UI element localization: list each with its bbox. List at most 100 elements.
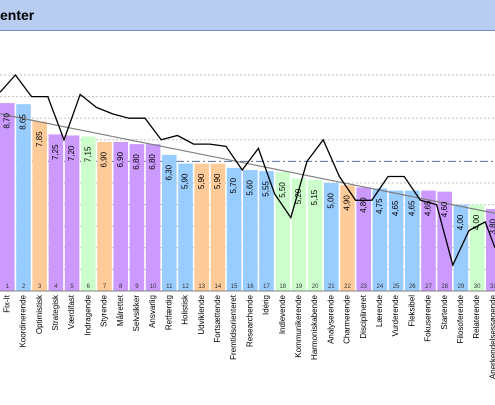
rank-label: 29 [458, 284, 465, 290]
bar [356, 187, 371, 291]
value-label: 7,25 [51, 144, 60, 160]
category-label: Filosoferende [456, 294, 465, 343]
value-label: 5,50 [278, 182, 287, 198]
value-label: 4,00 [472, 214, 481, 230]
bar [469, 204, 485, 291]
bar [32, 121, 47, 291]
category-label: Charmerende [343, 294, 352, 343]
value-label: 5,90 [197, 173, 206, 189]
rank-label: 2 [22, 284, 26, 290]
rank-label: 1 [6, 284, 10, 290]
value-label: 6,90 [116, 151, 125, 167]
rank-label: 21 [328, 284, 335, 290]
bar [486, 208, 495, 291]
category-label: Lærende [375, 294, 384, 327]
value-label: 5,90 [181, 173, 190, 189]
rank-label: 18 [279, 284, 286, 290]
bar [243, 170, 258, 291]
bar [16, 104, 31, 291]
bar [405, 190, 420, 291]
rank-label: 13 [198, 284, 205, 290]
bar [291, 178, 307, 291]
bar [97, 141, 112, 291]
rank-label: 6 [87, 284, 91, 290]
value-label: 7,85 [35, 131, 44, 147]
category-label: Indragende [83, 294, 92, 335]
rank-label: 22 [344, 284, 351, 290]
value-label: 6,80 [132, 154, 141, 170]
rank-label: 31 [490, 284, 495, 290]
value-label: 4,65 [424, 200, 433, 216]
rank-label: 9 [135, 284, 139, 290]
rank-label: 20 [312, 284, 319, 290]
bar [340, 185, 355, 291]
bar [388, 190, 404, 291]
bar [275, 172, 290, 291]
rank-label: 10 [150, 284, 157, 290]
value-label: 4,60 [440, 201, 449, 217]
category-label: Kommunikerende [294, 294, 303, 357]
category-label: Strategisk [51, 294, 60, 331]
value-label: 5,60 [245, 179, 254, 195]
category-label: Indlevende [278, 294, 287, 334]
profile-line [0, 73, 495, 267]
bar [81, 136, 96, 291]
value-label: 5,15 [310, 189, 319, 205]
value-label: 5,20 [294, 188, 303, 204]
category-label: Disciplineret [359, 294, 368, 338]
rank-label: 12 [182, 284, 189, 290]
rank-label: 3 [38, 284, 42, 290]
category-label: Værdifast [67, 294, 76, 329]
category-label: Målrettet [116, 294, 125, 326]
bar [145, 144, 161, 291]
category-label: Ansvarlig [148, 295, 157, 328]
value-label: 8,70 [2, 113, 11, 129]
bar [259, 171, 274, 291]
category-label: Anerkendelsessøgende [488, 294, 495, 379]
bar [372, 188, 388, 291]
rank-label: 15 [231, 284, 238, 290]
bar [324, 183, 339, 291]
category-label: Koordinerende [19, 294, 28, 347]
value-label: 4,00 [456, 214, 465, 230]
bar [113, 141, 128, 291]
value-label: 4,65 [391, 200, 400, 216]
bar [178, 163, 193, 291]
rank-label: 8 [119, 284, 123, 290]
rank-label: 5 [70, 284, 74, 290]
bar [162, 154, 177, 291]
value-label: 4,90 [343, 195, 352, 211]
bar [437, 191, 452, 291]
value-label: 3,80 [488, 218, 495, 234]
bar [307, 179, 323, 291]
category-label: Vurderende [391, 294, 400, 336]
value-label: 4,75 [375, 198, 384, 214]
chart-title: enter [0, 7, 35, 23]
category-label: Selvsikker [132, 295, 141, 332]
bar [421, 190, 436, 291]
category-label: Styrende [100, 294, 109, 327]
value-label: 7,15 [83, 146, 92, 162]
category-label: Fortsættende [213, 294, 222, 342]
rank-label: 16 [247, 284, 254, 290]
rank-label: 25 [393, 284, 400, 290]
chart-header: enter [0, 0, 495, 31]
rank-label: 24 [377, 284, 384, 290]
bar-chart: 8,70 8,65 7,85 7,25 7,20 7,15 6,90 6,90 6,80 6,80… [0, 73, 495, 379]
rank-label: 7 [103, 284, 107, 290]
rank-label: 23 [360, 284, 367, 290]
value-label: 6,80 [148, 154, 157, 170]
rank-label: 4 [54, 284, 58, 290]
rank-label: 26 [409, 284, 416, 290]
bar [64, 135, 80, 291]
rank-label: 30 [474, 284, 481, 290]
category-label: Holistisk [181, 294, 190, 325]
category-label: Relaterende [472, 294, 481, 338]
bar [226, 167, 242, 291]
value-label: 7,20 [67, 145, 76, 161]
rank-label: 11 [166, 284, 173, 290]
rank-label: 17 [263, 284, 270, 290]
category-label: Researchende [245, 294, 254, 347]
category-label: Startende [440, 294, 449, 329]
category-label: Udviklende [197, 294, 206, 334]
